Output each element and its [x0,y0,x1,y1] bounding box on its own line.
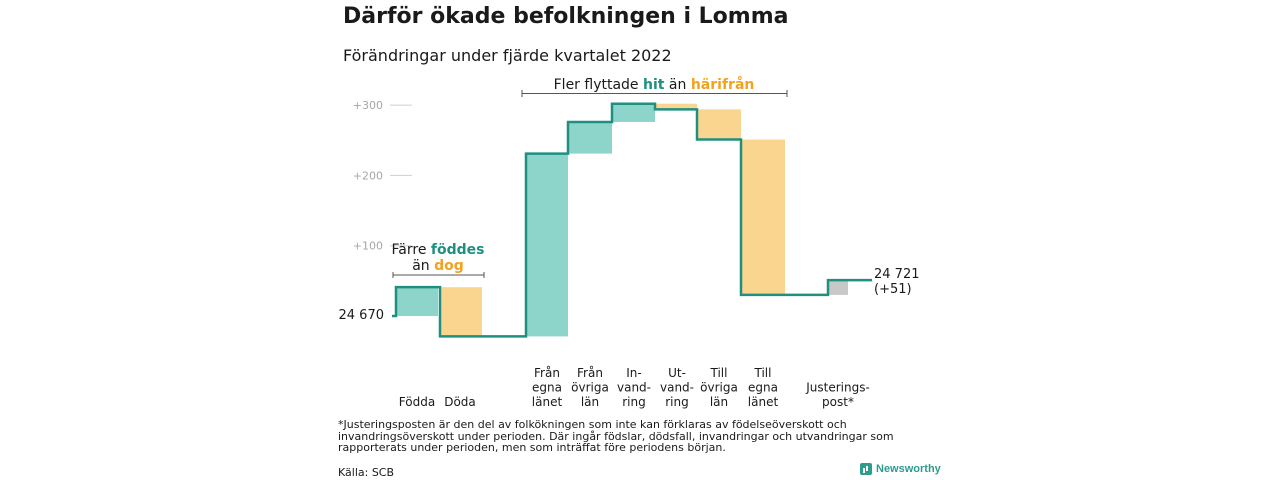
x-category-label: egna [748,381,778,395]
x-category-label: länet [748,395,779,409]
chart-subtitle: Förändringar under fjärde kvartalet 2022 [343,46,672,65]
x-category-label: Till [754,366,772,380]
waterfall-bar [568,121,612,154]
waterfall-bar [612,103,655,122]
cumulative-step-line [392,102,872,338]
start-value-label: 24 670 [339,308,385,323]
x-category-label: In- [626,366,641,380]
waterfall-bar [396,287,438,316]
x-category-label: vand- [660,381,694,395]
birth-annotation-bracket [392,272,485,278]
end-value-label: 24 721 [874,267,920,282]
x-category-label: Födda [399,395,435,409]
waterfall-bar [697,109,741,140]
waterfall-bar [828,280,848,295]
x-category-label: egna [532,381,562,395]
y-tick-label: +100 [353,240,383,253]
x-category-label: övriga [571,381,609,395]
waterfall-bar [741,139,785,295]
x-category-label: Till [710,366,728,380]
chart-title: Därför ökade befolkningen i Lomma [343,4,789,29]
y-tick-label: +300 [353,99,383,112]
x-category-label: län [581,395,599,409]
waterfall-bar [440,287,482,337]
migration-annotation: Fler flyttade hit än härifrån [554,76,755,93]
x-category-label: Döda [444,395,476,409]
x-category-label: ring [622,395,646,409]
x-category-label: län [710,395,728,409]
birth-annotation-line2: än dog [412,258,464,274]
newsworthy-logo-text: Newsworthy [876,463,941,475]
x-category-label: ring [665,395,689,409]
migration-annotation-bracket [521,90,788,97]
x-category-label: övriga [700,381,738,395]
waterfall-bar [655,103,697,110]
newsworthy-logo-icon [860,463,872,475]
x-category-label: vand- [617,381,651,395]
footnote: *Justeringsposten är den del av folkökni… [338,418,894,454]
newsworthy-logo: Newsworthy [860,463,941,475]
x-category-label: post* [822,395,854,409]
end-change-label: (+51) [874,282,912,297]
x-category-label: Ut- [668,366,686,380]
x-category-label: länet [532,395,563,409]
birth-annotation-line1: Färre föddes [392,242,485,258]
waterfall-bar [526,153,568,337]
x-category-label: Justerings- [805,381,870,395]
y-tick-label: +200 [353,169,383,182]
source-label: Källa: SCB [338,466,395,479]
x-category-label: Från [534,366,560,380]
x-category-label: Från [577,366,603,380]
